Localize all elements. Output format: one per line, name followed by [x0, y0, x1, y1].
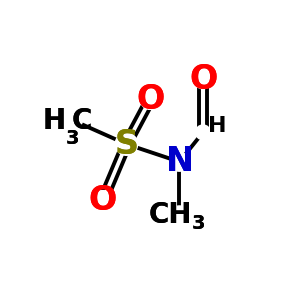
Circle shape: [170, 152, 189, 171]
Circle shape: [171, 206, 188, 224]
Text: 3: 3: [192, 214, 205, 233]
Text: S: S: [114, 128, 138, 160]
Text: N: N: [165, 145, 194, 178]
Text: 3: 3: [66, 129, 80, 148]
Text: CH: CH: [149, 201, 192, 229]
Circle shape: [94, 190, 112, 209]
Circle shape: [196, 125, 210, 140]
Text: O: O: [89, 184, 117, 217]
Text: H: H: [43, 106, 66, 135]
Text: CH: CH: [149, 201, 192, 229]
Text: O: O: [89, 184, 117, 217]
Circle shape: [115, 133, 138, 155]
Text: H: H: [43, 106, 66, 135]
Text: C: C: [72, 106, 92, 135]
Text: O: O: [189, 63, 217, 96]
Text: C: C: [72, 106, 92, 135]
Text: H: H: [208, 116, 227, 136]
Text: 3: 3: [192, 214, 205, 233]
Circle shape: [64, 112, 82, 129]
Text: N: N: [165, 145, 194, 178]
Circle shape: [194, 70, 212, 89]
Text: O: O: [136, 83, 164, 116]
Text: O: O: [136, 83, 164, 116]
Text: 3: 3: [66, 129, 80, 148]
Text: S: S: [114, 128, 138, 160]
Circle shape: [141, 91, 159, 110]
Text: O: O: [189, 63, 217, 96]
